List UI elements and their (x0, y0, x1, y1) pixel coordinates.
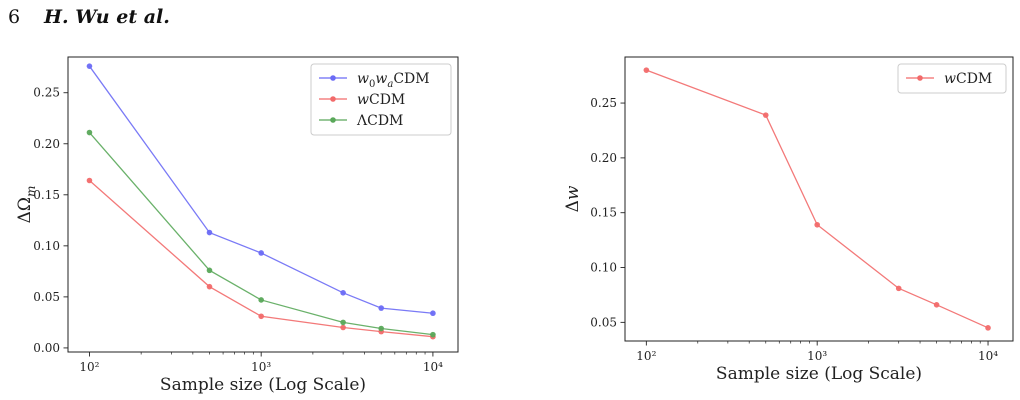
y-tick-label: 0.05 (590, 315, 617, 329)
legend-swatch-marker (330, 96, 336, 102)
data-point (814, 221, 820, 228)
legend-label: wCDM (357, 92, 405, 108)
legend-swatch-marker (330, 75, 336, 81)
series-line (88, 132, 433, 336)
legend-label: ΛCDM (356, 113, 403, 129)
legend: w0waCDM wCDM ΛCDM (310, 63, 452, 136)
y-tick-label: 0.10 (33, 239, 60, 253)
data-point (430, 310, 436, 317)
data-point (86, 177, 93, 184)
y-tick-label: 0.20 (33, 137, 60, 151)
legend: wCDM (897, 63, 1007, 94)
data-point (86, 63, 93, 69)
chart-panel-1: 10² 10³ 10⁴ 0.00 0.05 0.10 0.15 0.20 0.25 Sample … (15, 56, 459, 395)
legend-label: w0waCDM (357, 71, 430, 90)
y-tick-label: 0.15 (590, 206, 617, 220)
data-point (985, 325, 991, 331)
y-tick-label: 0.25 (33, 86, 60, 100)
x-tick-label: 10⁴ (978, 349, 998, 363)
legend-label: wCDM (944, 71, 992, 87)
x-tick-label: 10³ (251, 360, 271, 374)
y-axis-label: ΔΩm (15, 186, 38, 224)
data-point (340, 319, 346, 326)
x-tick-label: 10² (636, 349, 656, 363)
y-tick-label: 0.10 (590, 261, 617, 275)
x-axis-label: Sample size (Log Scale) (716, 364, 922, 384)
y-tick-label: 0.05 (33, 290, 60, 304)
data-point (340, 289, 346, 296)
series-wCDM (643, 67, 991, 331)
y-axis-label: Δw (563, 185, 583, 212)
x-axis-label: Sample size (Log Scale) (160, 375, 366, 395)
data-point (86, 129, 93, 136)
data-point (643, 67, 650, 73)
data-point (933, 302, 940, 308)
x-tick-label: 10³ (807, 349, 827, 363)
data-point (378, 325, 385, 332)
data-point (340, 324, 346, 331)
series-ΛCDM (86, 129, 436, 338)
data-point (762, 112, 769, 118)
data-point (895, 285, 902, 292)
data-point (258, 297, 264, 303)
series-line (88, 65, 433, 314)
data-point (206, 267, 213, 274)
series-line (646, 69, 989, 329)
legend-swatch-marker (330, 117, 336, 123)
y-tick-label: 0.25 (590, 96, 617, 110)
y-tick-label: 0.15 (33, 188, 60, 202)
data-point (430, 331, 436, 338)
legend-swatch-marker (917, 75, 923, 81)
series-line (89, 180, 433, 338)
series-wCDM (86, 177, 436, 340)
data-point (206, 229, 213, 236)
y-tick-label: 0.00 (33, 341, 60, 355)
legend-box (310, 63, 452, 136)
page-number: 6 (8, 6, 21, 28)
series-w0waCDM (86, 63, 436, 317)
data-point (378, 305, 385, 311)
chart-panel-2: 10² 10³ 10⁴ 0.05 0.10 0.15 0.20 0.25 Sample size… (563, 56, 1014, 384)
x-tick-label: 10² (79, 360, 99, 374)
data-point (258, 313, 264, 320)
data-point (258, 250, 264, 256)
plot-frame (67, 56, 459, 353)
legend-box (897, 63, 1007, 94)
page-header: 6 H. Wu et al. (8, 6, 170, 28)
x-tick-label: 10⁴ (423, 360, 443, 374)
running-authors: H. Wu et al. (44, 6, 170, 28)
data-point (206, 283, 213, 290)
y-tick-label: 0.20 (590, 151, 617, 165)
plot-frame (624, 56, 1014, 342)
